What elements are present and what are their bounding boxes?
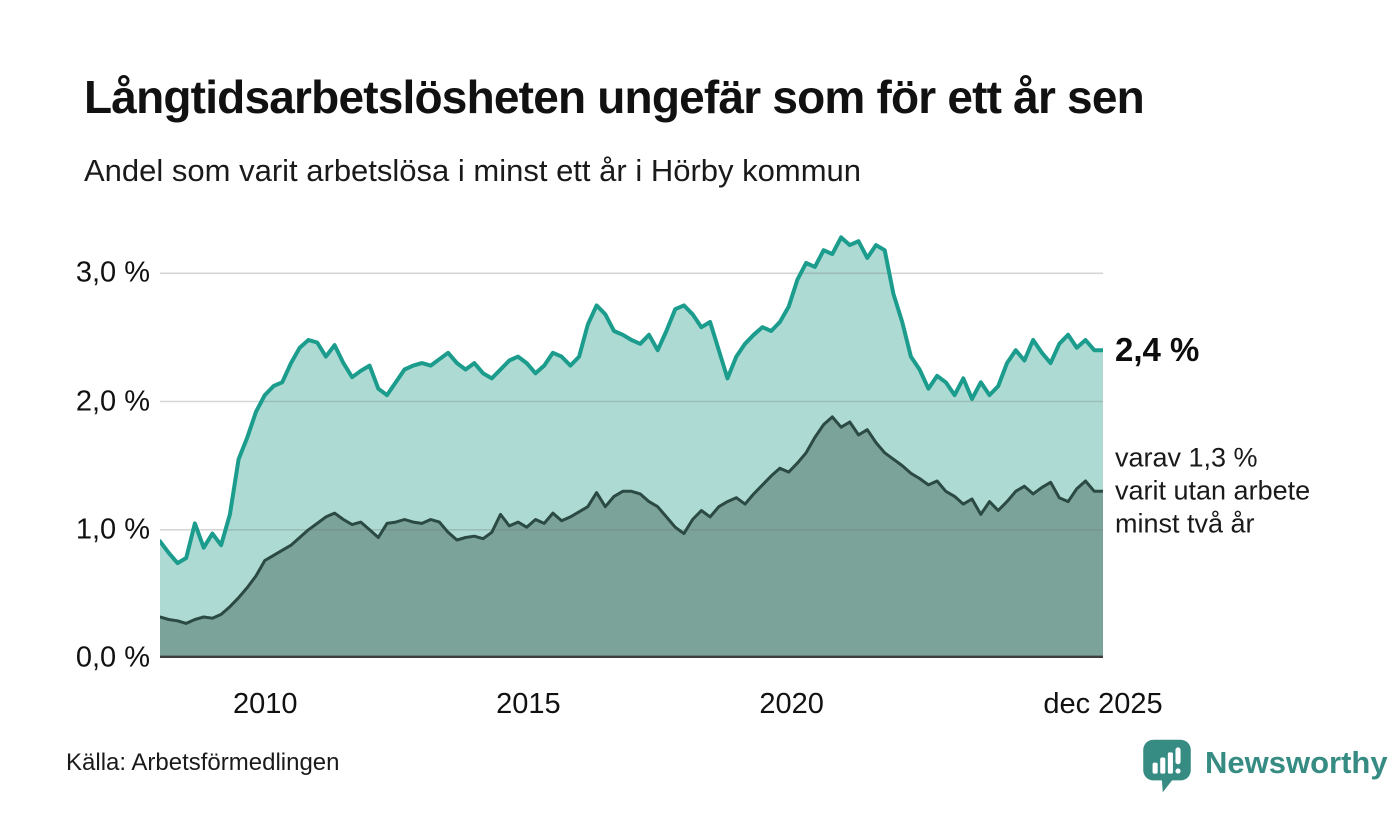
y-tick-label: 3,0 % [75,256,150,289]
chart-area [158,222,1105,658]
y-tick-label: 0,0 % [75,641,150,674]
x-tick-label: dec 2025 [1043,688,1163,720]
chart-svg [158,235,1105,658]
area-series-1 [160,416,1103,658]
y-tick-label: 1,0 % [75,513,150,546]
series-end-label-1: varav 1,3 % varit utan arbete minst två år [1115,442,1311,539]
brand-name: Newsworthy [1205,745,1388,780]
y-tick-label: 2,0 % [75,385,150,418]
brand-logo: Newsworthy [1141,738,1388,794]
page-title: Långtidsarbetslösheten ungefär som för e… [84,71,1145,123]
x-tick-label: 2020 [759,688,824,720]
x-tick-label: 2010 [232,688,298,720]
source-note: Källa: Arbetsförmedlingen [66,749,340,776]
series-end-label-0: 2,4 % [1115,331,1200,369]
x-tick-label: 2015 [496,688,561,720]
line-series-1 [158,415,1105,625]
chart-subtitle: Andel som varit arbetslösa i minst ett å… [84,153,861,188]
line-series-0 [158,235,1105,566]
newsworthy-logo-icon [1143,739,1191,793]
